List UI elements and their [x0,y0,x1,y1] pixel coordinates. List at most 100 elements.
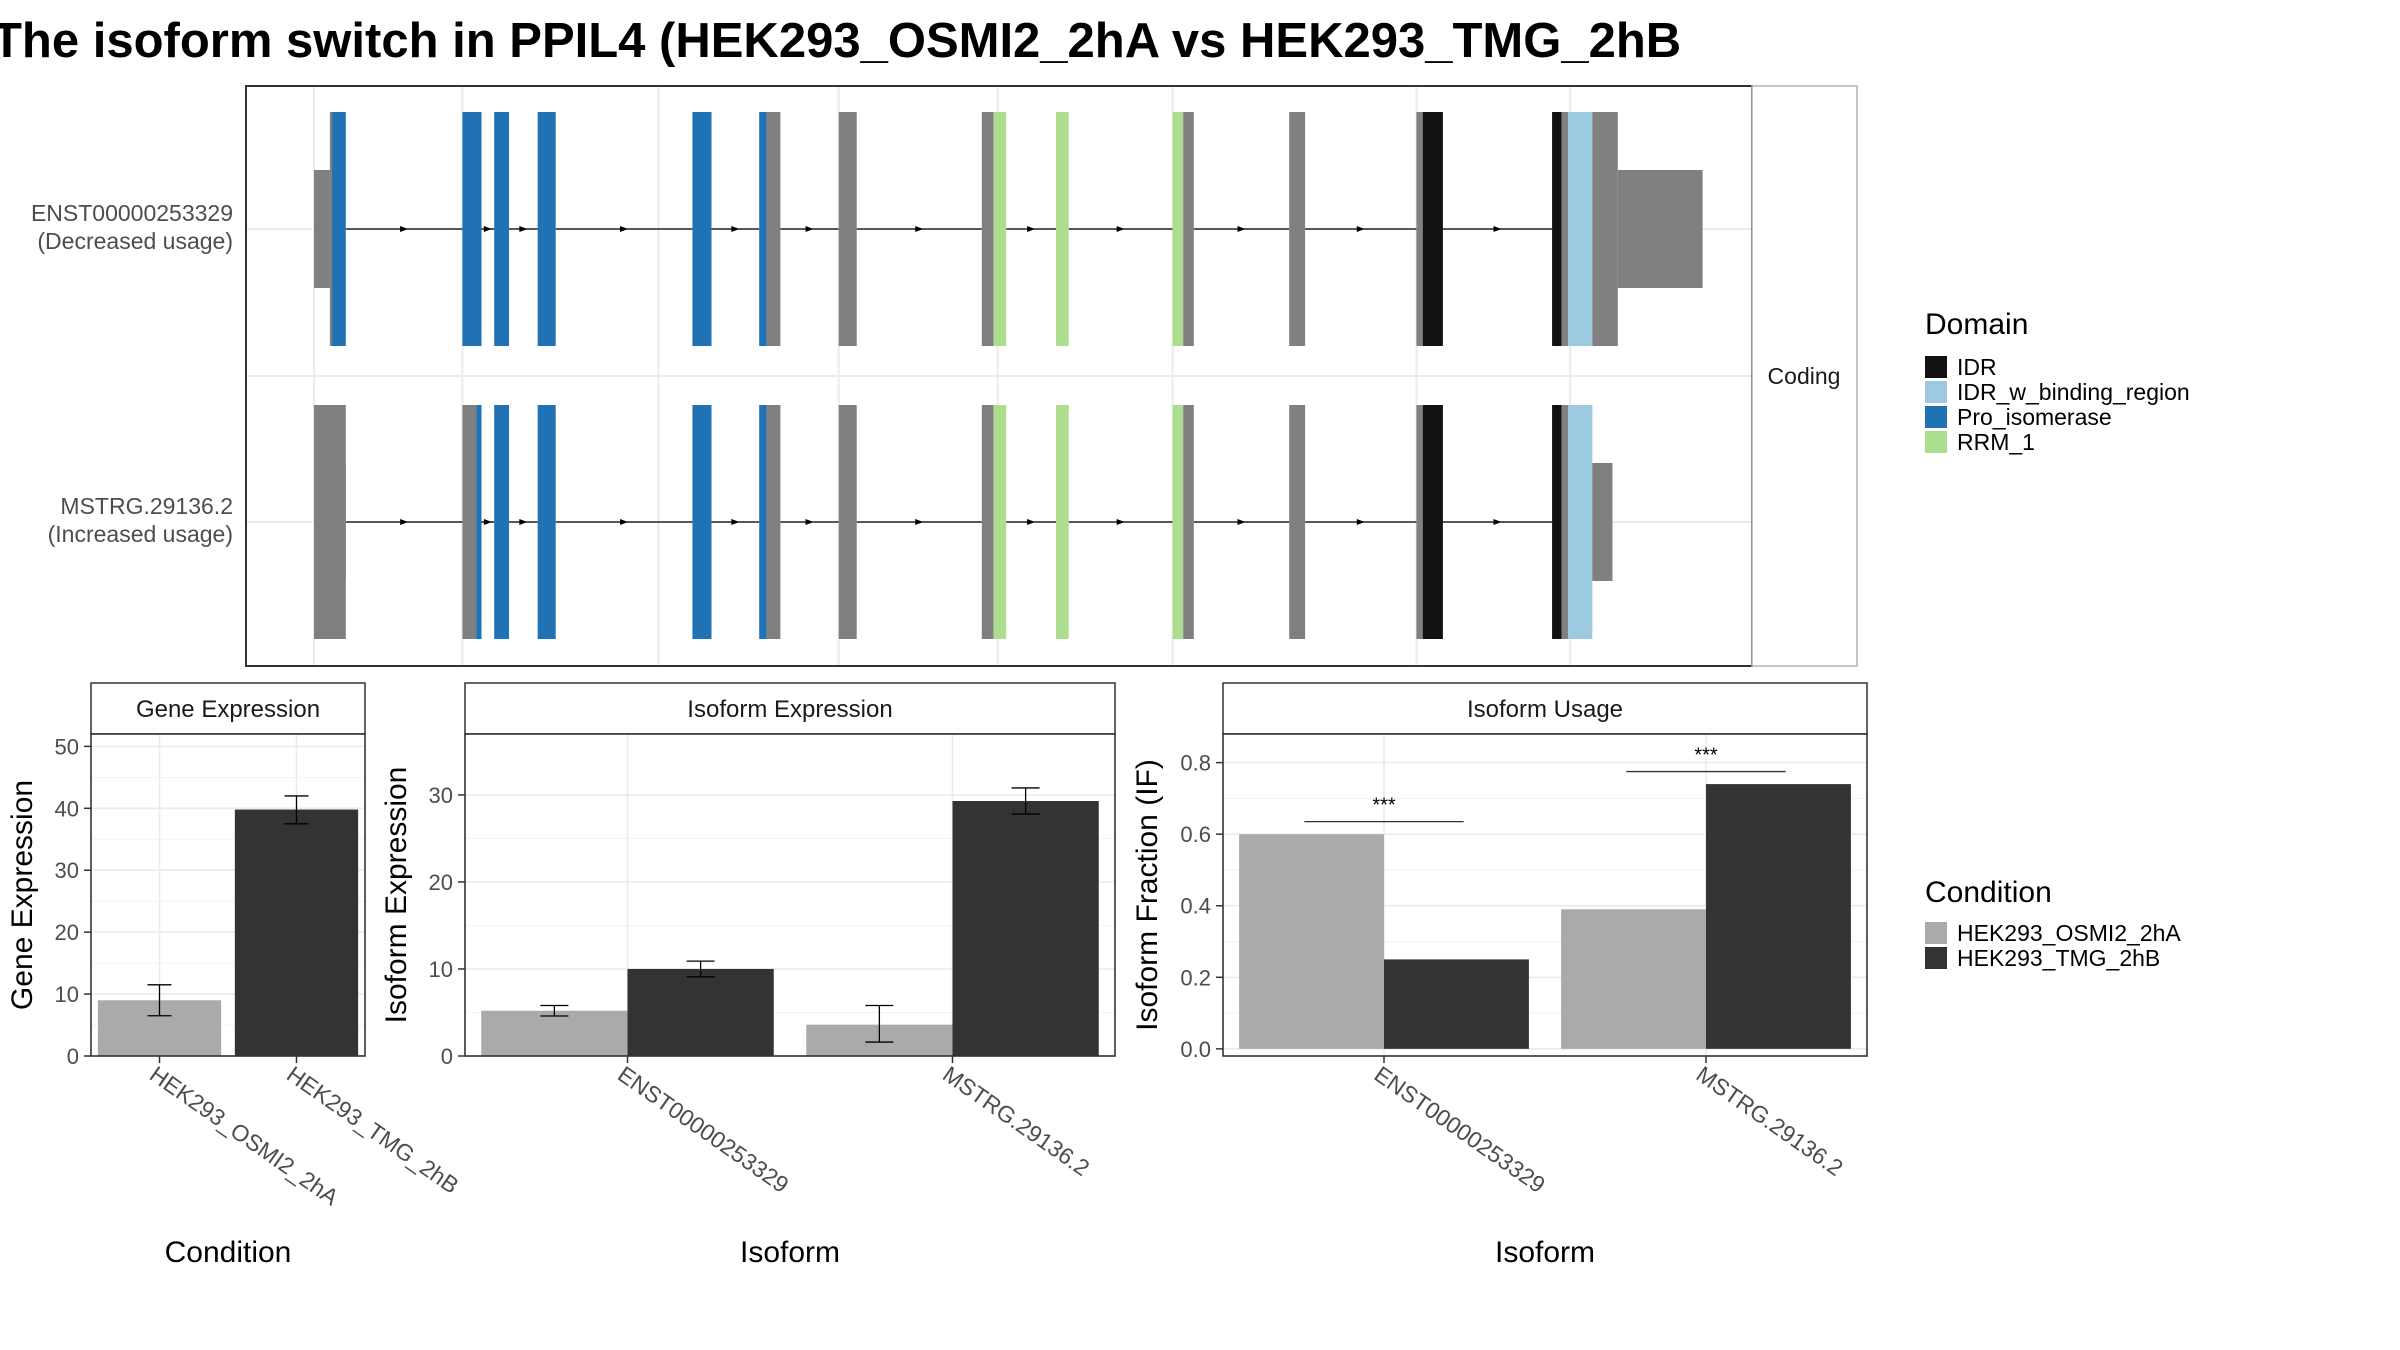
intron-direction-arrow [1493,519,1502,525]
exon-segment-pro-isomerase [332,112,346,346]
y-tick-label: 40 [55,796,79,821]
y-axis-title: Isoform Fraction (IF) [1131,759,1164,1031]
intron-direction-arrow [1493,226,1502,232]
bar-panel-border [464,733,1116,1057]
intron-direction-arrow [805,226,814,232]
exon-segment-idr [1552,405,1562,639]
intron-direction-arrow [483,519,492,525]
bar-hek293_tmg_2hb [1384,959,1529,1049]
isoform-id-label: MSTRG.29136.2 [60,493,233,519]
intron-direction-arrow [731,226,740,232]
exon-segment-noncoding [838,112,857,346]
exon-segment-noncoding [1416,405,1423,639]
utr-block [1617,170,1703,288]
significance-label: *** [1694,745,1718,767]
intron-direction-arrow [915,519,924,525]
y-tick-label: 30 [55,858,79,883]
exon-segment-idr [1422,405,1443,639]
facet-strip [1751,85,1858,667]
intron-direction-arrow [400,519,409,525]
exon-segment-idr [1552,112,1562,346]
domain-legend-title: Domain [1925,308,2028,341]
exon-segment-noncoding [838,405,857,639]
y-tick-label: 0 [441,1044,453,1069]
bar-hek293_tmg_2hb [627,968,774,1056]
exon-segment-pro-isomerase [494,405,510,639]
exon-segment-rrm-1 [1056,405,1069,639]
intron-direction-arrow [1027,226,1036,232]
intron-direction-arrow [1237,519,1246,525]
y-tick-label: 0.6 [1180,822,1211,847]
exon-segment-noncoding [329,112,333,346]
exon-segment-pro-isomerase [692,112,712,346]
bar-panel-border [1222,733,1868,1057]
bar-hek293_osmi2_2ha [1561,909,1706,1049]
intron-direction-arrow [1356,226,1365,232]
y-tick-label: 30 [429,783,453,808]
exon-segment-rrm-1 [1172,405,1184,639]
exon-segment-pro-isomerase [537,112,556,346]
exon-segment-idr-w-binding-region [1567,112,1593,346]
exon-segment-pro-isomerase [759,112,767,346]
exon-segment-pro-isomerase [462,112,482,346]
exon-segment-pro-isomerase [494,112,510,346]
intron-direction-arrow [1237,226,1246,232]
isoform-usage-label: (Decreased usage) [37,228,233,254]
y-tick-label: 0.2 [1180,965,1211,990]
intron-direction-arrow [1116,226,1125,232]
intron-direction-arrow [731,519,740,525]
x-axis-title: Condition [165,1236,292,1269]
exon-segment-pro-isomerase [759,405,767,639]
intron-direction-arrow [805,519,814,525]
intron-direction-arrow [519,226,528,232]
y-tick-label: 10 [55,982,79,1007]
y-tick-label: 0 [67,1044,79,1069]
exon-segment-rrm-1 [1172,112,1184,346]
domain-legend-key-rrm-1 [1925,431,1947,453]
facet-strip-label: Coding [1768,363,1841,389]
panel-strip-label: Isoform Expression [687,696,892,723]
exon-segment-noncoding [462,405,477,639]
x-axis-title: Isoform [740,1236,840,1269]
intron-direction-arrow [915,226,924,232]
exon-segment-rrm-1 [993,112,1007,346]
y-tick-label: 20 [55,920,79,945]
exon-segment-idr-w-binding-region [1567,405,1593,639]
exon-segment-idr [1422,112,1443,346]
y-axis-title: Isoform Expression [380,767,413,1024]
intron-direction-arrow [483,226,492,232]
exon-segment-rrm-1 [993,405,1007,639]
utr-block [314,170,330,288]
x-tick-label: MSTRG.29136.2 [1692,1061,1848,1181]
domain-legend-label: IDR [1957,354,1997,380]
exon-segment-noncoding [314,405,346,639]
x-tick-label: MSTRG.29136.2 [938,1061,1094,1181]
intron-direction-arrow [1027,519,1036,525]
condition-legend-title: Condition [1925,876,2052,909]
y-tick-label: 50 [55,734,79,759]
exon-segment-noncoding [981,112,994,346]
exon-segment-rrm-1 [1056,112,1069,346]
condition-legend-label: HEK293_OSMI2_2hA [1957,920,2181,946]
exon-segment-noncoding [981,405,994,639]
intron-direction-arrow [519,519,528,525]
isoform-usage-label: (Increased usage) [48,521,233,547]
exon-segment-noncoding [1289,112,1306,346]
x-axis-title: Isoform [1495,1236,1595,1269]
exon-segment-noncoding [1561,405,1568,639]
exon-segment-noncoding [1183,112,1194,346]
intron-direction-arrow [1356,519,1365,525]
bar-hek293_tmg_2hb [1706,784,1851,1049]
panel-strip-label: Isoform Usage [1467,696,1623,723]
domain-legend-label: Pro_isomerase [1957,404,2112,430]
utr-block [1591,463,1613,581]
intron-direction-arrow [400,226,409,232]
chart-title: The isoform switch in PPIL4 (HEK293_OSMI… [0,14,1681,68]
x-tick-label: ENST00000253329 [613,1061,793,1198]
intron-direction-arrow [620,519,629,525]
panel-strip-label: Gene Expression [136,696,320,723]
y-tick-label: 20 [429,870,453,895]
bar-hek293_tmg_2hb [234,809,359,1056]
domain-legend-label: IDR_w_binding_region [1957,379,2190,405]
